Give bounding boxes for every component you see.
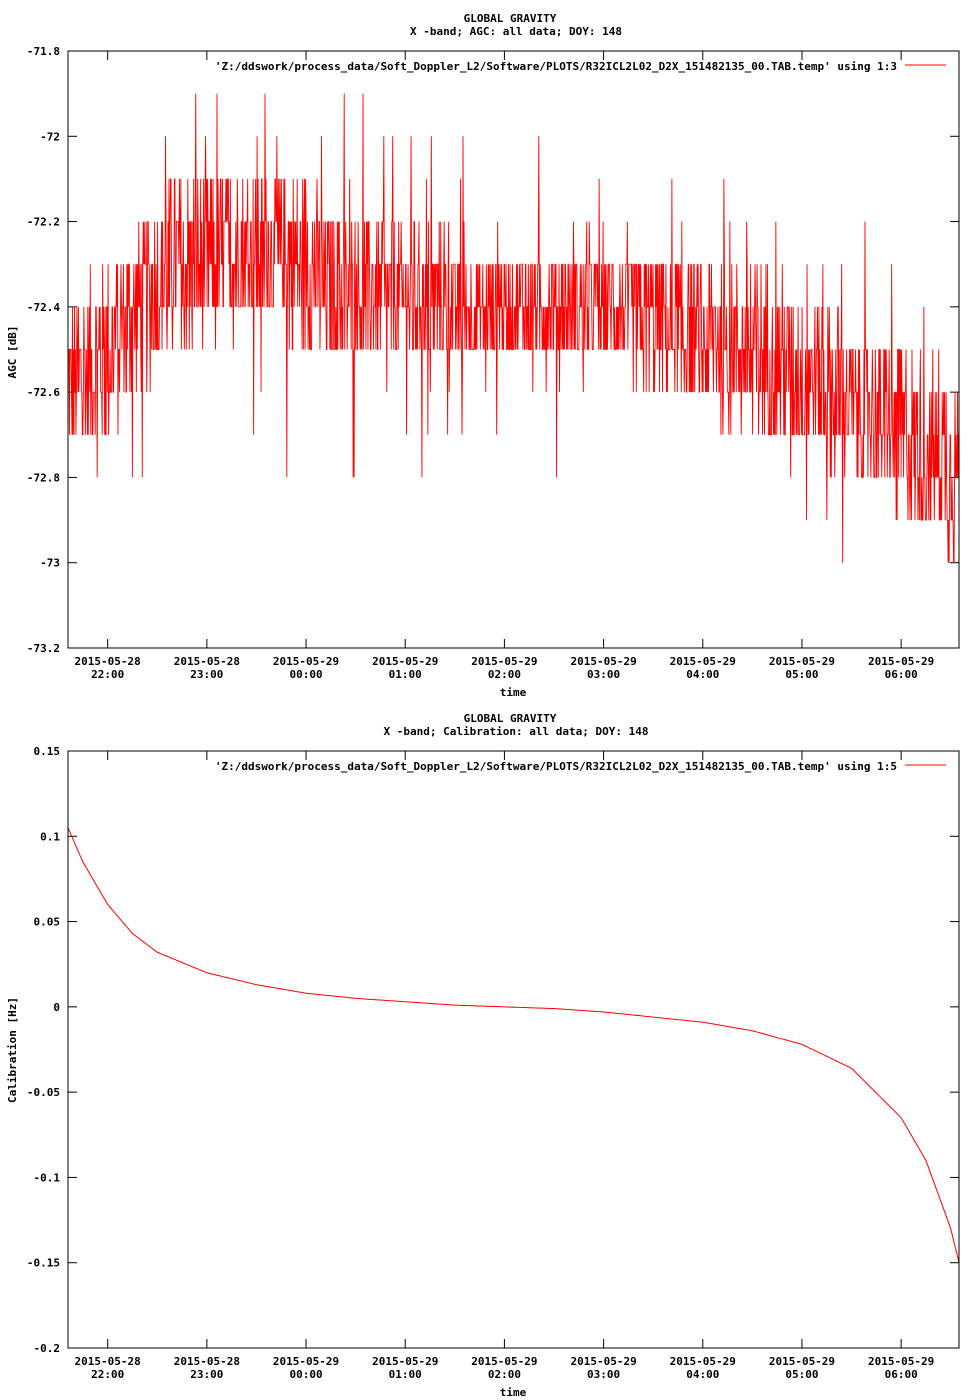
plot-frame <box>67 750 960 1349</box>
y-tick-label: -0.1 <box>34 1171 61 1184</box>
x-tick-time: 06:00 <box>885 1368 918 1381</box>
y-axis-label: AGC [dB] <box>6 326 19 379</box>
x-tick-time: 03:00 <box>587 1368 620 1381</box>
calibration-chart: GLOBAL GRAVITY X -band; Calibration: all… <box>6 712 960 1399</box>
x-tick-date: 2015-05-29 <box>670 655 736 668</box>
x-tick-time: 23:00 <box>190 668 223 681</box>
x-tick-time: 22:00 <box>91 668 124 681</box>
x-tick-date: 2015-05-28 <box>75 655 141 668</box>
x-tick-date: 2015-05-28 <box>174 655 240 668</box>
x-tick-date: 2015-05-29 <box>570 1355 636 1368</box>
x-tick-time: 02:00 <box>488 1368 521 1381</box>
x-tick-date: 2015-05-28 <box>75 1355 141 1368</box>
x-tick-time: 02:00 <box>488 668 521 681</box>
x-tick-time: 05:00 <box>785 1368 818 1381</box>
x-tick-date: 2015-05-29 <box>372 1355 438 1368</box>
y-tick-label: -73 <box>40 557 60 570</box>
x-tick-date: 2015-05-29 <box>769 655 835 668</box>
chart-subtitle: X -band; Calibration: all data; DOY: 148 <box>384 725 649 738</box>
x-tick-date: 2015-05-29 <box>570 655 636 668</box>
x-tick-date: 2015-05-29 <box>868 655 934 668</box>
y-tick-label: -72 <box>40 130 60 143</box>
series-agc <box>68 93 959 564</box>
x-tick-time: 03:00 <box>587 668 620 681</box>
x-tick-time: 04:00 <box>686 668 719 681</box>
x-tick-date: 2015-05-29 <box>273 1355 339 1368</box>
chart-title: GLOBAL GRAVITY <box>464 12 557 25</box>
x-tick-date: 2015-05-29 <box>471 1355 537 1368</box>
legend-label: 'Z:/ddswork/process_data/Soft_Doppler_L2… <box>215 760 897 773</box>
y-tick-label: -72.6 <box>27 386 60 399</box>
series-calibration <box>67 827 960 1263</box>
y-tick-label: -72.8 <box>27 471 60 484</box>
y-tick-label: -0.05 <box>27 1086 60 1099</box>
x-tick-time: 04:00 <box>686 1368 719 1381</box>
x-tick-time: 05:00 <box>785 668 818 681</box>
x-tick-time: 00:00 <box>289 1368 322 1381</box>
y-tick-labels: 0.15 0.1 0.05 0 -0.05 -0.1 -0.15 -0.2 <box>27 745 60 1355</box>
y-tick-label: 0.1 <box>40 830 60 843</box>
x-tick-date: 2015-05-29 <box>670 1355 736 1368</box>
x-tick-date: 2015-05-29 <box>868 1355 934 1368</box>
x-tick-date: 2015-05-29 <box>273 655 339 668</box>
y-tick-label: -73.2 <box>27 642 60 655</box>
chart-title: GLOBAL GRAVITY <box>464 712 557 725</box>
y-tick-label: 0.15 <box>34 745 61 758</box>
y-tick-label: 0.05 <box>34 916 61 929</box>
x-axis-label: time <box>500 1386 527 1399</box>
x-tick-time: 06:00 <box>885 668 918 681</box>
chart-subtitle: X -band; AGC: all data; DOY: 148 <box>410 25 622 38</box>
y-tick-label: -0.2 <box>34 1342 61 1355</box>
y-tick-label: -72.4 <box>27 301 60 314</box>
x-tick-date: 2015-05-29 <box>372 655 438 668</box>
agc-chart: GLOBAL GRAVITY X -band; AGC: all data; D… <box>6 12 960 699</box>
axis-ticks <box>68 750 959 1349</box>
y-tick-label: -71.8 <box>27 45 60 58</box>
series-line <box>68 93 959 564</box>
y-tick-labels: -71.8 -72 -72.2 -72.4 -72.6 -72.8 -73 -73.2 <box>27 45 60 655</box>
x-axis-label: time <box>500 686 527 699</box>
y-tick-label: 0 <box>53 1001 60 1014</box>
x-tick-time: 22:00 <box>91 1368 124 1381</box>
series-line <box>67 827 960 1263</box>
y-axis-label: Calibration [Hz] <box>6 997 19 1103</box>
x-tick-date: 2015-05-29 <box>769 1355 835 1368</box>
x-tick-time: 23:00 <box>190 1368 223 1381</box>
legend-label: 'Z:/ddswork/process_data/Soft_Doppler_L2… <box>215 60 897 73</box>
y-tick-label: -0.15 <box>27 1257 60 1270</box>
plot-frame <box>67 50 960 649</box>
x-tick-labels: 2015-05-2822:002015-05-2823:002015-05-29… <box>75 655 935 681</box>
x-tick-time: 01:00 <box>389 1368 422 1381</box>
x-tick-date: 2015-05-28 <box>174 1355 240 1368</box>
x-tick-time: 00:00 <box>289 668 322 681</box>
x-tick-time: 01:00 <box>389 668 422 681</box>
x-tick-labels: 2015-05-2822:002015-05-2823:002015-05-29… <box>75 1355 935 1381</box>
x-tick-date: 2015-05-29 <box>471 655 537 668</box>
y-tick-label: -72.2 <box>27 216 60 229</box>
